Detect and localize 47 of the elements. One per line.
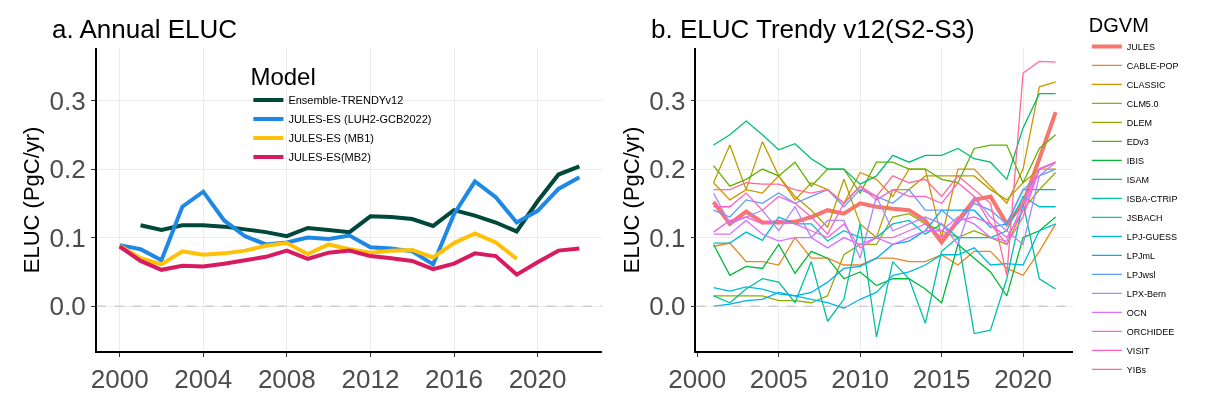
legend-label: VISIT (1126, 345, 1150, 356)
y-tick-label: 0.0 (649, 291, 686, 322)
legend-label: LPJmL (1126, 250, 1155, 261)
legend-label: JULES-ES(MB2) (288, 151, 371, 164)
legend-label: CLASSIC (1126, 79, 1166, 90)
x-tick-label: 2015 (912, 364, 971, 395)
legend-label: JULES (1126, 41, 1155, 52)
legend-label: JULES-ES (LUH2-GCB2022) (288, 113, 432, 126)
y-tick-label: 0.1 (49, 222, 86, 253)
x-tick-label: 2020 (508, 364, 567, 395)
x-tick-label: 2000 (90, 364, 149, 395)
legend-label: EDv3 (1126, 136, 1149, 147)
legend-label: DLEM (1126, 117, 1152, 128)
x-tick-label: 2000 (668, 364, 727, 395)
x-tick-label: 2016 (425, 364, 483, 395)
y-axis-title: ELUC (PgC/yr) (618, 126, 644, 274)
y-tick-label: 0.3 (649, 85, 686, 116)
y-tick-label: 0.3 (49, 85, 86, 116)
legend-label: LPJwsl (1126, 269, 1156, 280)
legend-label: ISBA-CTRIP (1126, 193, 1178, 204)
y-tick-label: 0.2 (649, 154, 686, 185)
x-tick-label: 2005 (749, 364, 808, 395)
legend-title: Model (250, 63, 316, 91)
x-tick-label: 2008 (257, 364, 316, 395)
legend-label: LPJ-GUESS (1126, 231, 1177, 242)
legend-label: OCN (1126, 307, 1147, 318)
legend-label: Ensemble-TRENDYv12 (288, 94, 404, 107)
legend-label: CLM5.0 (1126, 98, 1159, 109)
y-axis-title: ELUC (PgC/yr) (18, 126, 44, 274)
legend-label: YIBs (1126, 364, 1147, 375)
legend-label: ISAM (1126, 174, 1149, 185)
y-tick-label: 0.0 (49, 291, 86, 322)
legend-title: DGVM (1088, 13, 1149, 36)
y-tick-label: 0.1 (649, 222, 686, 253)
x-tick-label: 2012 (341, 364, 400, 395)
x-tick-label: 2020 (994, 364, 1052, 395)
x-tick-label: 2010 (831, 364, 890, 395)
legend-label: ORCHIDEE (1126, 326, 1175, 337)
legend-label: IBIS (1126, 155, 1144, 166)
legend-label: LPX-Bern (1126, 288, 1166, 299)
legend-label: CABLE-POP (1126, 60, 1179, 71)
chart-title: b. ELUC Trendy v12(S2-S3) (651, 14, 975, 44)
legend-label: JULES-ES (MB1) (288, 132, 374, 145)
y-tick-label: 0.2 (49, 154, 86, 185)
x-tick-label: 2004 (174, 364, 233, 395)
legend-label: JSBACH (1126, 212, 1163, 223)
chart-title: a. Annual ELUC (52, 14, 238, 44)
